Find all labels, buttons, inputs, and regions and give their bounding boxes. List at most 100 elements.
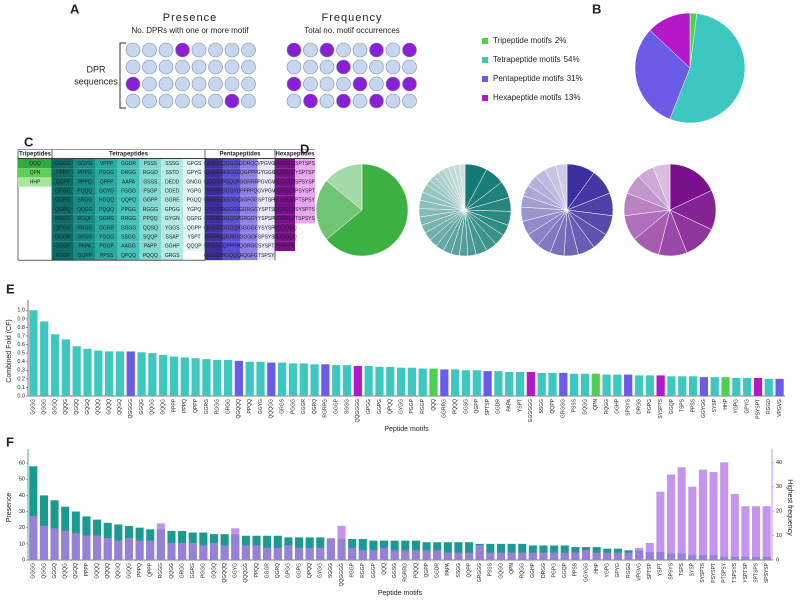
x-tick-label: GGRRG — [442, 399, 448, 418]
bar — [528, 552, 537, 560]
x-tick-label: QGGG — [42, 399, 48, 415]
table-cell — [52, 251, 74, 261]
cell-text: QGRGG — [239, 244, 258, 250]
cell-text: SQQP — [143, 235, 158, 241]
y-tick-label: 40 — [19, 493, 25, 499]
table-cell — [205, 159, 223, 169]
pie-slice — [634, 29, 691, 120]
x-tick-label: HHP — [594, 562, 600, 573]
x-tick-label: GGGGGG — [528, 399, 534, 422]
x-tick-label: TSPS — [680, 398, 686, 412]
table-cell — [117, 223, 140, 233]
bar — [635, 547, 644, 560]
table-cell — [117, 214, 140, 224]
x-tick-label: GQQQ — [94, 563, 100, 579]
cell-text: GVPGV — [257, 189, 275, 195]
bar — [386, 366, 395, 396]
bar — [634, 375, 644, 396]
cell-text: GGQGP — [222, 216, 242, 222]
table-cell — [73, 159, 96, 169]
table-cell — [240, 214, 258, 224]
cell-text: YSPTSP — [295, 170, 315, 176]
bar — [465, 552, 474, 560]
cell-text: GRGG — [55, 189, 70, 195]
table-cell — [161, 241, 184, 251]
cell-text: SSGG — [121, 235, 136, 241]
x-tick-label: SYSPTS — [700, 562, 706, 582]
cell-text: PGVGV — [257, 179, 275, 185]
bar — [83, 348, 92, 396]
y-tick-label: 0.8 — [17, 325, 25, 331]
x-tick-label: QQPP — [466, 562, 472, 577]
bar — [321, 364, 330, 396]
table-cell — [222, 186, 240, 196]
x-tick-label: GYGG — [398, 399, 404, 414]
motif-circle — [158, 42, 174, 58]
cell-text: PPPQ — [78, 179, 92, 185]
cell-text: QGGGGG — [273, 161, 296, 167]
bar — [358, 550, 367, 560]
cell-text: SRGG — [77, 198, 92, 204]
bar — [752, 506, 761, 560]
motif-circle — [303, 93, 318, 109]
x-tick-label: PPQQ — [254, 563, 260, 578]
x-tick-label: GYGG — [318, 563, 324, 578]
cell-text: PSSS — [144, 161, 158, 167]
bar — [50, 528, 59, 560]
cell-text: TSPSYS — [295, 216, 315, 222]
x-tick-label: RGGP — [420, 398, 426, 413]
cell-text: RGGG — [55, 216, 70, 222]
table-cell — [240, 251, 258, 261]
table-cell — [275, 168, 295, 178]
bar — [124, 538, 134, 560]
x-tick-label: QQGGGG — [339, 563, 345, 586]
x-tick-label: PSYSPT — [755, 399, 761, 419]
motif-circle — [208, 76, 223, 92]
table-cell — [205, 232, 223, 242]
panel-label: C — [24, 134, 34, 149]
x-tick-label: GGGQ — [52, 563, 58, 579]
legend-value: 2% — [555, 36, 567, 45]
y-axis-title: Combined Fold (CF) — [6, 319, 13, 382]
cell-text: GQQQQQ — [273, 235, 296, 241]
bar — [256, 361, 265, 396]
bar — [156, 523, 165, 560]
bar — [472, 370, 481, 396]
x-tick-label: GGYG — [258, 399, 264, 414]
table-cell — [73, 177, 96, 187]
cell-text: QQPQ — [121, 198, 136, 204]
table-cell — [240, 241, 258, 251]
pie-slice — [669, 163, 712, 211]
bar — [213, 360, 222, 396]
x-tick-label: PPQQ — [247, 399, 253, 414]
table-cell — [95, 223, 118, 233]
motif-circle — [303, 42, 318, 58]
presence-title: Presence — [163, 12, 217, 24]
table-cell — [257, 214, 275, 224]
y-tick-label: 0.3 — [17, 368, 25, 374]
table-cell — [222, 214, 240, 224]
bar — [348, 547, 357, 560]
bar — [730, 494, 739, 560]
bar — [560, 552, 569, 560]
motif-circle — [158, 59, 174, 75]
motif-circle — [142, 76, 157, 92]
cell-text: RGQF — [78, 216, 92, 222]
table-cell — [222, 223, 240, 233]
table-cell — [240, 223, 258, 233]
motif-circle — [241, 42, 256, 58]
cell-text: GGYGGG — [274, 189, 297, 195]
bar — [199, 545, 208, 560]
motif-circle — [286, 59, 302, 75]
x-tick-label: RGRRG — [323, 399, 329, 418]
x-tick-label: YSPT — [517, 399, 523, 412]
bar — [135, 540, 144, 560]
frequency-subtitle: Total no. motif occurrences — [304, 26, 400, 35]
cell-text: RGGGG — [222, 207, 241, 213]
x-tick-label: QPPP — [193, 398, 199, 413]
cell-text: TSPSY — [258, 253, 275, 259]
bar — [114, 540, 123, 560]
cell-text: QPPP — [100, 179, 115, 185]
x-tick-label: PGGP — [409, 398, 415, 413]
bar — [732, 378, 741, 396]
